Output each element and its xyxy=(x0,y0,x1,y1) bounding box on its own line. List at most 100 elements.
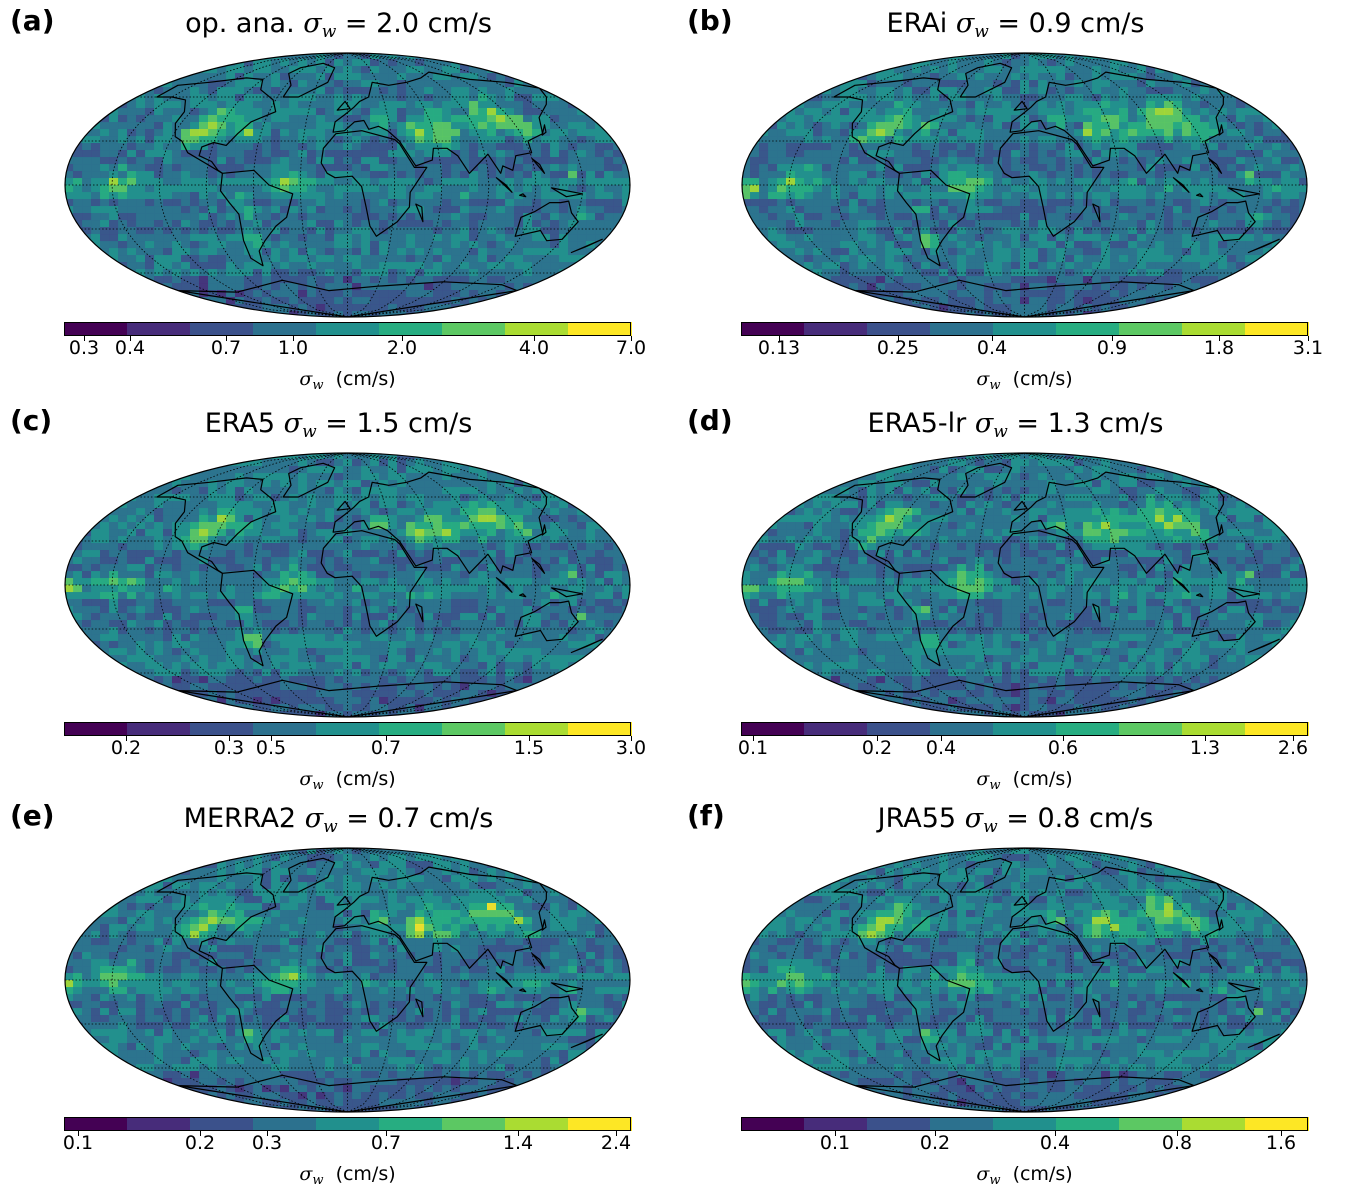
colorbar-tick-label: 1.5 xyxy=(513,737,545,759)
coastline xyxy=(833,77,954,174)
meridian xyxy=(347,848,396,1112)
colorbar-tick xyxy=(1176,1131,1178,1136)
meridian xyxy=(882,453,1025,717)
coastline xyxy=(415,603,424,623)
coastline xyxy=(550,187,583,198)
coastline xyxy=(1191,200,1256,242)
panel-title: ERAi σw = 0.9 cm/s xyxy=(677,8,1354,42)
colorbar-tick-label: 0.7 xyxy=(370,737,402,759)
colorbar-tick-label: 1.6 xyxy=(1265,1132,1297,1154)
coastline xyxy=(531,558,546,574)
coastline xyxy=(336,100,351,111)
coastline xyxy=(1013,100,1028,111)
meridian xyxy=(976,453,1025,717)
colorbar-segment xyxy=(221,722,254,736)
coastline xyxy=(1208,158,1223,174)
colorbar-tick-label: 0.25 xyxy=(876,337,920,359)
coastline xyxy=(1208,953,1223,969)
colorbar-subscript: w xyxy=(312,378,324,393)
panel-letter: (f) xyxy=(687,799,725,832)
coastline xyxy=(1227,587,1260,598)
panel-letter: (d) xyxy=(687,404,733,437)
colorbar-tick xyxy=(270,736,272,741)
coastline xyxy=(833,872,954,969)
colorbar-segment xyxy=(993,322,1025,336)
coastline xyxy=(1191,600,1256,642)
colorbar-segment xyxy=(568,322,600,336)
meridian xyxy=(882,848,1025,1112)
colorbar-tick xyxy=(991,336,993,341)
colorbar-segment xyxy=(1245,322,1277,336)
colorbar-tick-label: 4.0 xyxy=(518,337,550,359)
title-sigma: σ xyxy=(303,8,322,39)
coastline xyxy=(854,1074,1195,1112)
coastline xyxy=(541,524,547,536)
coastline xyxy=(282,857,336,893)
colorbar-label: σw (cm/s) xyxy=(741,1163,1308,1188)
meridian xyxy=(1024,53,1167,317)
title-sigma: σ xyxy=(304,803,324,834)
colorbar-subscript: w xyxy=(989,378,1001,393)
meridian xyxy=(252,848,348,1112)
colorbar-tick-label: 0.3 xyxy=(251,1132,283,1154)
colorbar-frame xyxy=(741,1117,1308,1131)
meridian xyxy=(976,53,1025,317)
coastline xyxy=(550,587,583,598)
meridian xyxy=(835,453,1025,717)
colorbar-subscript: w xyxy=(312,1173,324,1188)
colorbar-segment xyxy=(1024,1117,1057,1131)
colorbar-segment xyxy=(930,1117,962,1131)
meridian xyxy=(347,848,490,1112)
colorbar-segment xyxy=(505,322,537,336)
coastline xyxy=(282,462,336,498)
colorbar-tick-label: 0.1 xyxy=(62,1132,94,1154)
colorbar-segment xyxy=(442,1117,474,1131)
colorbar-tick xyxy=(77,1131,79,1136)
meridian xyxy=(205,848,348,1112)
colorbar-tick xyxy=(517,1131,519,1136)
title-value: = 2.0 cm/s xyxy=(344,8,492,39)
colorbar: 0.1 0.2 0.4 0.6 1.3 2.6 xyxy=(738,722,1309,759)
meridian xyxy=(347,453,537,717)
meridian xyxy=(976,848,1025,1112)
colorbar-segment xyxy=(930,722,962,736)
colorbar-subscript: w xyxy=(312,778,324,793)
colorbar-segment xyxy=(1276,1117,1309,1131)
meridian xyxy=(1024,453,1120,717)
colorbar-segment xyxy=(741,1117,773,1131)
meridian xyxy=(1024,53,1261,317)
colorbar-segment xyxy=(993,1117,1025,1131)
colorbar-segment xyxy=(442,322,474,336)
title-value: = 1.5 cm/s xyxy=(325,408,473,439)
colorbar-segment xyxy=(1119,722,1151,736)
colorbar-segment xyxy=(284,722,317,736)
colorbar-segment xyxy=(95,722,128,736)
colorbar-segment xyxy=(1024,722,1057,736)
coastline xyxy=(1247,1033,1280,1049)
colorbar-segment xyxy=(835,1117,868,1131)
coastline xyxy=(320,130,428,237)
panel-letter: (e) xyxy=(10,799,55,832)
colorbar-segment xyxy=(804,1117,836,1131)
colorbar-segment xyxy=(316,722,348,736)
coastline xyxy=(320,530,428,637)
coastline xyxy=(1227,187,1260,198)
coastline xyxy=(514,600,579,642)
colorbar-tick xyxy=(778,336,780,341)
colorbar-tick-label: 0.9 xyxy=(1096,337,1128,359)
coastline xyxy=(1172,577,1190,593)
title-value: = 1.3 cm/s xyxy=(1016,408,1164,439)
colorbar-segment xyxy=(253,722,285,736)
colorbar-tick-label: 0.2 xyxy=(184,1132,216,1154)
colorbar-segment xyxy=(379,322,411,336)
colorbar-segment xyxy=(64,322,96,336)
meridian xyxy=(205,53,348,317)
colorbar-sigma: σ xyxy=(299,368,313,390)
colorbar-units: (cm/s) xyxy=(335,1163,396,1185)
colorbar-tick xyxy=(401,336,403,341)
colorbar-tick xyxy=(1204,736,1206,741)
colorbar-tick xyxy=(1218,336,1220,341)
meridian xyxy=(299,53,348,317)
colorbar-segment xyxy=(1119,1117,1151,1131)
colorbar-tick-label: 0.7 xyxy=(370,1132,402,1154)
